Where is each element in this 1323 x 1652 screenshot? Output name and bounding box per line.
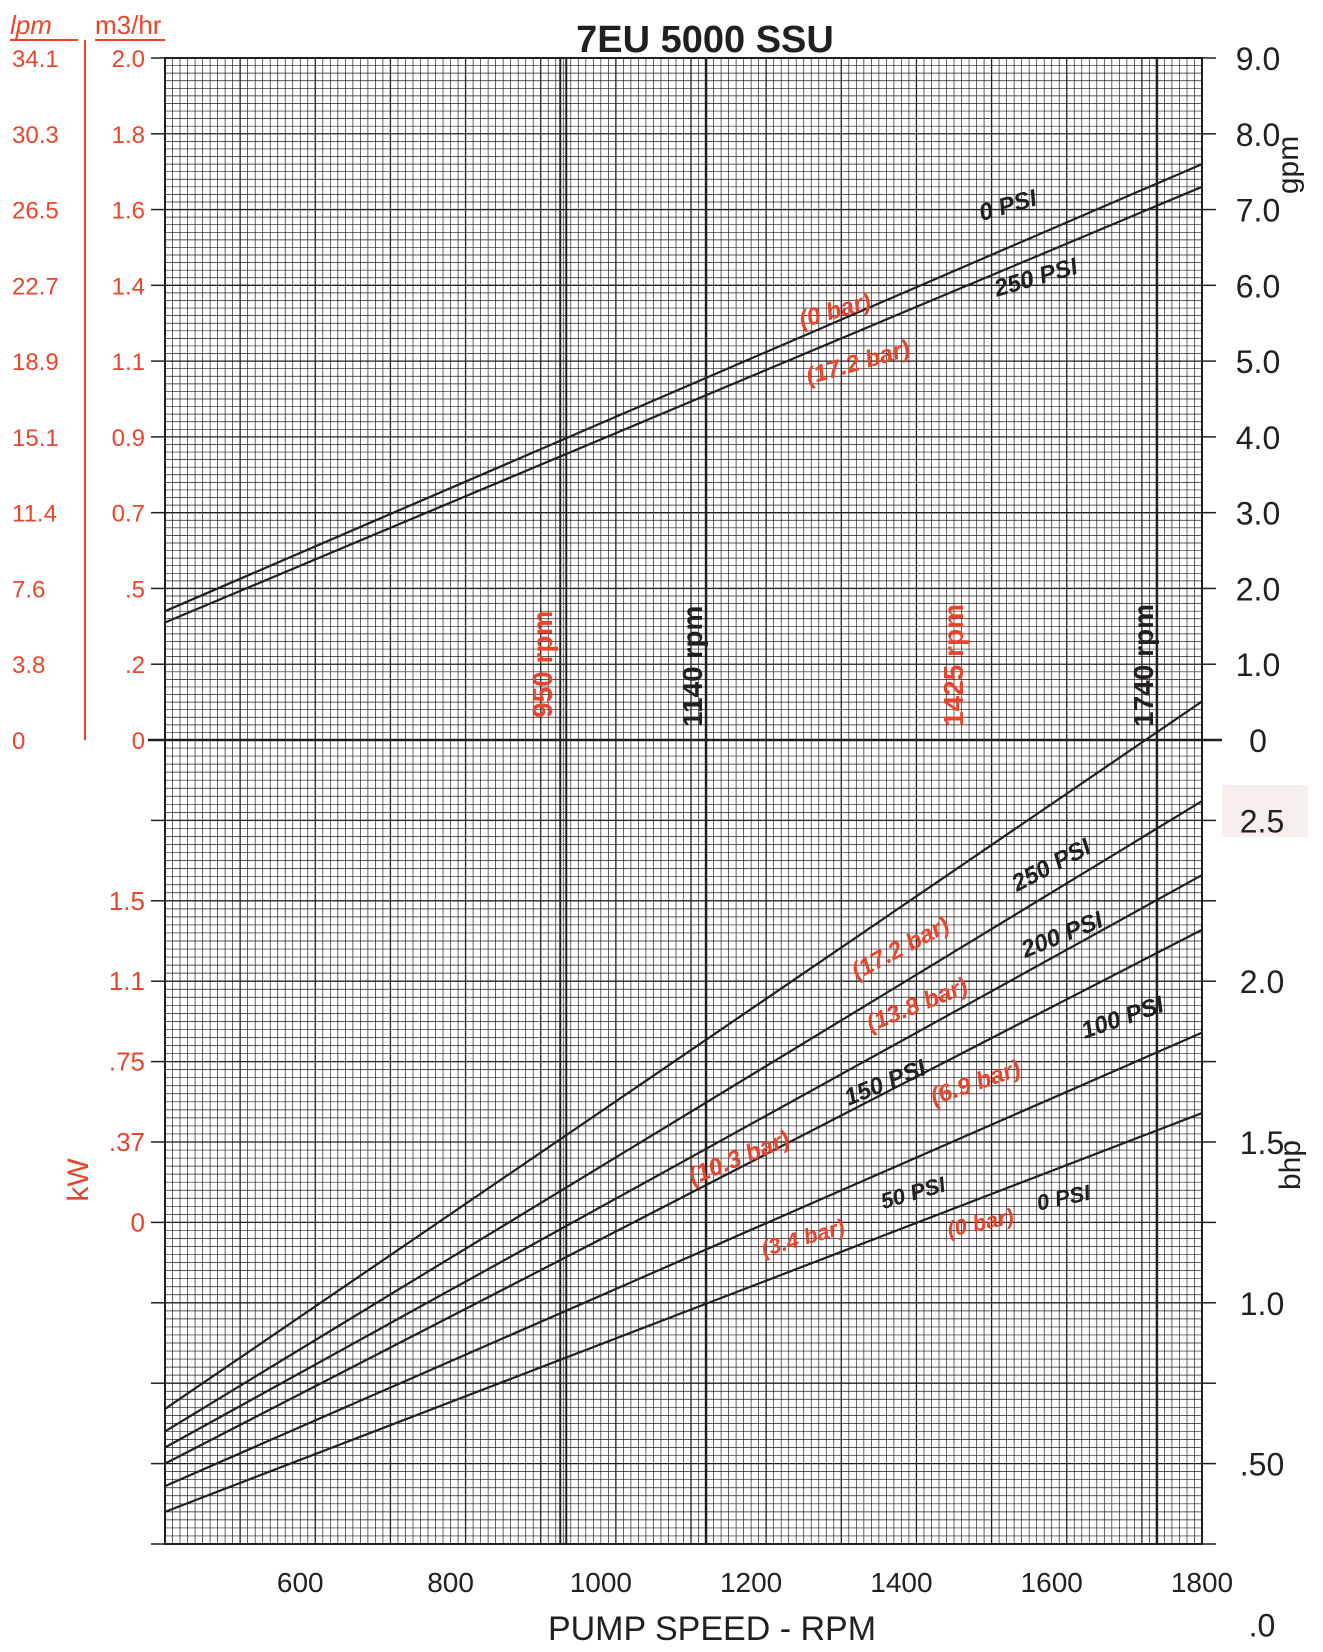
power-curve <box>164 800 1203 1433</box>
chart-title: 7EU 5000 SSU <box>576 19 834 61</box>
bhp-tick-label: 2.5 <box>1240 803 1284 839</box>
lpm-tick-label: 3.8 <box>12 652 45 679</box>
bhp-axis-label: bhp <box>1274 1140 1307 1190</box>
x-tick-label: 1800 <box>1171 1567 1233 1598</box>
lpm-tick-label: 11.4 <box>12 501 57 528</box>
lpm-tick-label: 22.7 <box>12 273 59 300</box>
lpm-tick-label: 18.9 <box>12 349 59 376</box>
gpm-tick-label: 6.0 <box>1236 268 1280 304</box>
kw-tick-label: 1.5 <box>109 886 145 916</box>
m3hr-tick-label: 1.1 <box>112 349 145 376</box>
x-tick-label: 1400 <box>870 1567 932 1598</box>
gpm-tick-label: 1.0 <box>1236 647 1280 683</box>
lpm-axis-label: lpm <box>10 10 52 40</box>
rpm-1740-label: 1740 rpm <box>1128 604 1159 727</box>
x-tick-label: 1000 <box>570 1567 632 1598</box>
m3hr-tick-label: 2.0 <box>112 46 145 73</box>
rpm-1425-label: 1425 rpm <box>938 604 969 727</box>
lpm-tick-label: 0 <box>12 728 25 755</box>
rpm-950-label: 950 rpm <box>527 611 558 718</box>
lpm-tick-label: 34.1 <box>12 46 59 73</box>
flow-curve <box>164 163 1203 613</box>
x-tick-label: 1600 <box>1021 1567 1083 1598</box>
m3hr-tick-label: .2 <box>125 652 145 679</box>
bhp-tick-label: .0 <box>1249 1607 1276 1643</box>
flow-curve <box>164 185 1203 624</box>
bhp-tick-label: 2.0 <box>1240 964 1284 1000</box>
power-curve <box>164 928 1203 1465</box>
gpm-tick-label: 9.0 <box>1236 41 1280 77</box>
m3hr-tick-label: 1.6 <box>112 198 145 225</box>
lpm-tick-label: 15.1 <box>12 425 59 452</box>
axis-tick-labels: 9.0 8.0 7.0 6.0 5.0 4.0 3.0 2.0 1.0 0 34.1 30.3 26.5… <box>12 41 1280 1598</box>
m3hr-tick-label: 0.9 <box>112 425 145 452</box>
gpm-tick-label: 3.0 <box>1236 496 1280 532</box>
lpm-tick-label: 30.3 <box>12 122 59 149</box>
power-curve <box>164 700 1203 1410</box>
bhp-tick-label: .50 <box>1240 1447 1284 1483</box>
lpm-tick-label: 7.6 <box>12 576 45 603</box>
x-tick-label: 800 <box>427 1567 474 1598</box>
m3hr-tick-label: 0 <box>132 728 145 755</box>
performance-curves <box>164 163 1203 1513</box>
m3hr-tick-label: 1.8 <box>112 122 145 149</box>
m3hr-tick-label: 1.4 <box>112 273 145 300</box>
bhp-2-5-highlight <box>1222 785 1308 837</box>
gpm-tick-label: 8.0 <box>1236 117 1280 153</box>
gpm-tick-label: 5.0 <box>1236 344 1280 380</box>
bhp-tick-label: 1.0 <box>1240 1286 1284 1322</box>
m3hr-tick-label: 0.7 <box>112 501 145 528</box>
kw-tick-label: 1.1 <box>109 966 145 996</box>
gpm-tick-label: 7.0 <box>1236 193 1280 229</box>
lpm-tick-label: 26.5 <box>12 198 59 225</box>
kw-tick-label: .37 <box>109 1127 145 1157</box>
kw-tick-label: .75 <box>109 1047 145 1077</box>
gpm-tick-label: 0 <box>1249 723 1267 759</box>
power-curve <box>164 1031 1203 1488</box>
kw-axis-label: kW <box>62 1158 95 1202</box>
bhp-tick-label: 1.5 <box>1240 1125 1284 1161</box>
bhp-tick-labels: 2.5 2.0 1.5 1.0 .50 .0 <box>1240 803 1284 1643</box>
m3hr-axis-label: m3/hr <box>95 10 162 40</box>
plot-frame <box>164 57 1203 1545</box>
gpm-tick-label: 4.0 <box>1236 420 1280 456</box>
rpm-1140-label: 1140 rpm <box>677 606 708 727</box>
m3hr-tick-label: .5 <box>125 576 145 603</box>
kw-tick-label: 0 <box>131 1207 145 1237</box>
x-tick-label: 600 <box>277 1567 324 1598</box>
gpm-axis-label: gpm <box>1272 136 1305 194</box>
speed-marker-lines <box>559 58 1159 1544</box>
x-axis-label: PUMP SPEED - RPM <box>548 1610 876 1648</box>
power-curve <box>164 1112 1203 1513</box>
x-tick-label: 1200 <box>720 1567 782 1598</box>
power-curve <box>164 874 1203 1449</box>
gpm-tick-label: 2.0 <box>1236 571 1280 607</box>
